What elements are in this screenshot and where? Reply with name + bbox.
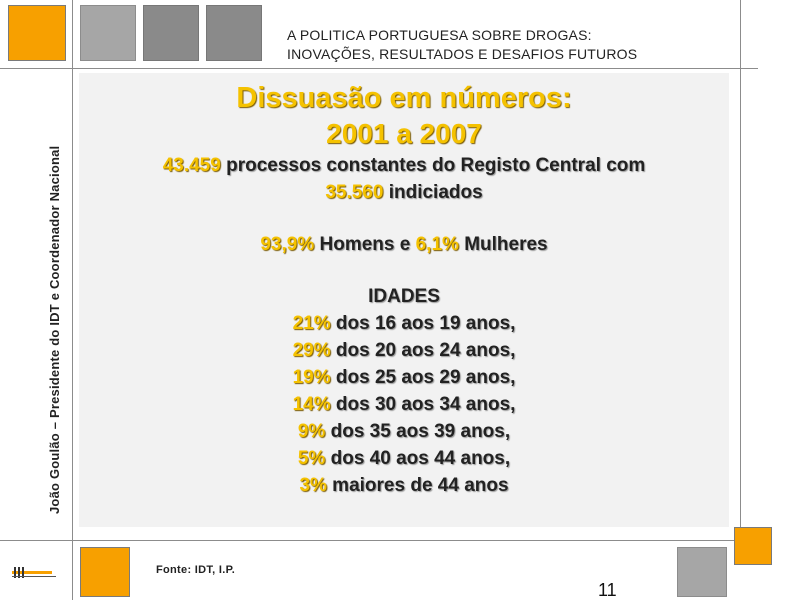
age-range: dos 35 aos 39 anos, [325, 421, 511, 442]
age-percentage: 21% [292, 313, 331, 334]
age-percentage: 19% [292, 367, 331, 388]
men-text: Homens e [314, 234, 416, 255]
age-item: 19% dos 25 aos 29 anos, [79, 364, 729, 391]
age-percentage: 9% [297, 421, 326, 442]
processes-number: 43.459 [162, 155, 221, 176]
corner-square-orange [8, 5, 66, 61]
author-caption: João Goulão – Presidente do IDT e Coorde… [47, 145, 62, 514]
right-divider [740, 0, 741, 532]
gender-line: 93,9% Homens e 6,1% Mulheres [79, 231, 729, 258]
age-item: 29% dos 20 aos 24 anos, [79, 337, 729, 364]
age-item: 21% dos 16 aos 19 anos, [79, 310, 729, 337]
age-range: dos 30 aos 34 anos, [330, 394, 516, 415]
age-item: 3% maiores de 44 anos [79, 472, 729, 499]
page-number: 11 [598, 580, 617, 600]
age-range: dos 40 aos 44 anos, [325, 448, 511, 469]
women-percentage: 6,1% [415, 234, 459, 255]
age-item: 5% dos 40 aos 44 anos, [79, 445, 729, 472]
slide-body: Dissuasão em números: 2001 a 2007 43.459… [79, 80, 729, 499]
slide-subtitle: 2001 a 2007 [326, 118, 482, 149]
age-range: dos 25 aos 29 anos, [330, 367, 516, 388]
sidebar-divider [72, 0, 73, 600]
age-percentage: 14% [292, 394, 331, 415]
footer-square-gray-right [677, 547, 727, 597]
slide-title: Dissuasão em números: [236, 82, 572, 114]
idt-logo [12, 567, 56, 578]
footer-square-orange-left [80, 547, 130, 597]
accused-number: 35.560 [325, 182, 384, 203]
processes-text: processos constantes do Registo Central … [220, 155, 646, 176]
presentation-title-line2: INOVAÇÕES, RESULTADOS E DESAFIOS FUTUROS [287, 46, 638, 62]
accused-text: indiciados [383, 182, 483, 203]
age-percentage: 5% [297, 448, 326, 469]
presentation-title-line1: A POLITICA PORTUGUESA SOBRE DROGAS: [287, 27, 592, 43]
header-square-3 [206, 5, 262, 61]
accused-line: 35.560 indiciados [79, 179, 729, 206]
presentation-title: A POLITICA PORTUGUESA SOBRE DROGAS: INOV… [287, 26, 747, 64]
header-square-1 [80, 5, 136, 61]
age-range: dos 20 aos 24 anos, [330, 340, 516, 361]
age-item: 14% dos 30 aos 34 anos, [79, 391, 729, 418]
age-item: 9% dos 35 aos 39 anos, [79, 418, 729, 445]
ages-heading: IDADES [368, 286, 440, 307]
men-percentage: 93,9% [260, 234, 315, 255]
footer-divider [0, 540, 758, 541]
age-range: maiores de 44 anos [326, 475, 509, 496]
footer-square-orange-right [734, 527, 772, 565]
source-note: Fonte: IDT, I.P. [156, 564, 236, 576]
header-square-2 [143, 5, 199, 61]
header-divider [0, 68, 758, 69]
age-percentage: 3% [299, 475, 327, 496]
women-text: Mulheres [458, 234, 548, 255]
age-range: dos 16 aos 19 anos, [330, 313, 516, 334]
content-panel [79, 73, 729, 527]
age-percentage: 29% [292, 340, 331, 361]
processes-line: 43.459 processos constantes do Registo C… [79, 152, 729, 179]
